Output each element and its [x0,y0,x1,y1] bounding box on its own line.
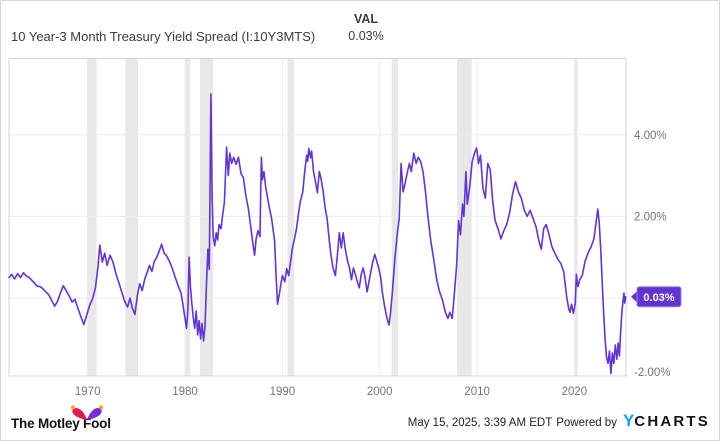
recession-band [185,58,191,376]
powered-by-text: Powered by [556,417,617,429]
plot-border [8,58,627,377]
x-tick-label: 2010 [464,386,490,398]
chart-title: 10 Year-3 Month Treasury Yield Spread (I… [11,29,316,44]
ycharts-wordmark: CHARTS [634,413,710,430]
plot-frame [8,58,627,377]
x-tick-label: 1980 [172,386,198,398]
x-tick-label: 2020 [562,386,588,398]
current-value-badge: 0.03% [631,286,682,308]
value-column: VAL 0.03% [333,12,399,43]
x-axis-labels: 1970 1980 1990 2000 2010 2020 [75,386,587,398]
ycharts-logo[interactable]: YCHARTS [623,411,710,431]
recession-band [287,58,295,376]
current-value: 0.03% [348,29,384,43]
val-label: VAL [353,12,379,26]
y-tick-label: -2.00% [634,367,670,379]
x-tick-label: 1990 [270,386,296,398]
spread-line [8,93,627,375]
jester-hat-icon [71,405,103,420]
recession-band [125,58,138,376]
timestamp: May 15, 2025, 3:39 AM EDT [407,417,553,429]
recession-band [574,58,578,376]
recession-band [391,58,398,376]
gridlines [9,58,626,376]
badge-body [636,286,682,308]
recession-bands [86,58,578,376]
y-axis-labels: 4.00% 2.00% -2.00% [634,130,670,379]
x-tick-label: 1970 [75,386,101,398]
x-tick-label: 2000 [367,386,393,398]
y-tick-label: 4.00% [634,130,667,142]
recession-band [86,58,97,376]
attribution: May 15, 2025, 3:39 AM EDT Powered by YCH… [408,411,710,431]
series-line [8,93,627,375]
recession-band [457,58,472,376]
badge-label: 0.03% [643,292,674,304]
y-tick-label: 2.00% [634,211,667,223]
ycharts-y-glyph: Y [622,411,635,430]
